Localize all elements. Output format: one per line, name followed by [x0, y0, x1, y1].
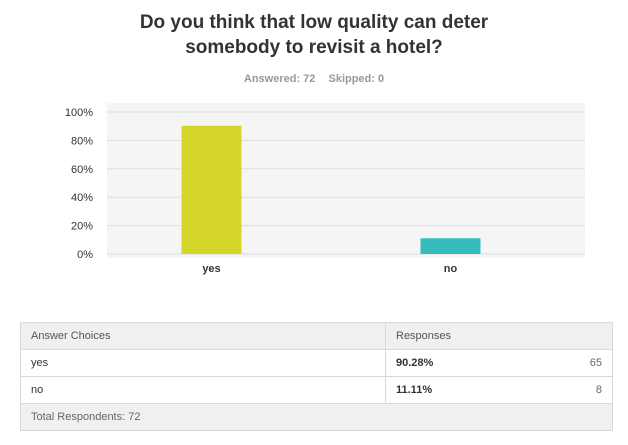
choice-cell: yes	[20, 349, 386, 377]
table-row: yes 90.28% 65	[20, 349, 613, 377]
y-tick-label: 40%	[71, 192, 93, 204]
response-percent: 90.28%	[396, 357, 434, 369]
bar-chart: 0% 20% 40% 60% 80% 100% yes no	[64, 103, 585, 275]
choice-cell: no	[20, 376, 386, 404]
total-respondents: Total Respondents: 72	[20, 403, 613, 431]
bar-no	[420, 238, 481, 254]
x-category-label: no	[444, 263, 458, 275]
question-title-line2: somebody to revisit a hotel?	[185, 37, 443, 58]
answered-count: Answered: 72	[243, 73, 316, 85]
table-header-row: Answer Choices Responses	[20, 322, 613, 350]
response-percent: 11.11%	[396, 384, 433, 396]
skipped-count: Skipped: 0	[328, 73, 385, 85]
response-count: 8	[595, 384, 602, 396]
y-tick-label: 100%	[65, 107, 93, 119]
response-cell: 11.11% 8	[385, 376, 613, 404]
y-tick-label: 80%	[71, 135, 93, 147]
response-cell: 90.28% 65	[385, 349, 613, 377]
question-title: Do you think that low quality can deter …	[0, 10, 628, 60]
response-summary: Answered: 72 Skipped: 0	[0, 73, 628, 85]
table-footer-row: Total Respondents: 72	[20, 403, 613, 431]
response-count: 65	[589, 357, 602, 369]
y-tick-label: 20%	[71, 221, 93, 233]
x-category-label: yes	[202, 263, 220, 275]
responses-table: Answer Choices Responses yes 90.28% 65 n…	[20, 322, 613, 431]
plot-area	[107, 103, 585, 258]
bar-yes	[181, 125, 242, 254]
question-title-line1: Do you think that low quality can deter	[139, 12, 489, 33]
y-tick-label: 0%	[77, 249, 93, 261]
header-responses[interactable]: Responses	[385, 322, 613, 350]
table-row: no 11.11% 8	[20, 376, 613, 404]
y-tick-label: 60%	[71, 164, 93, 176]
header-answer-choices[interactable]: Answer Choices	[20, 322, 386, 350]
